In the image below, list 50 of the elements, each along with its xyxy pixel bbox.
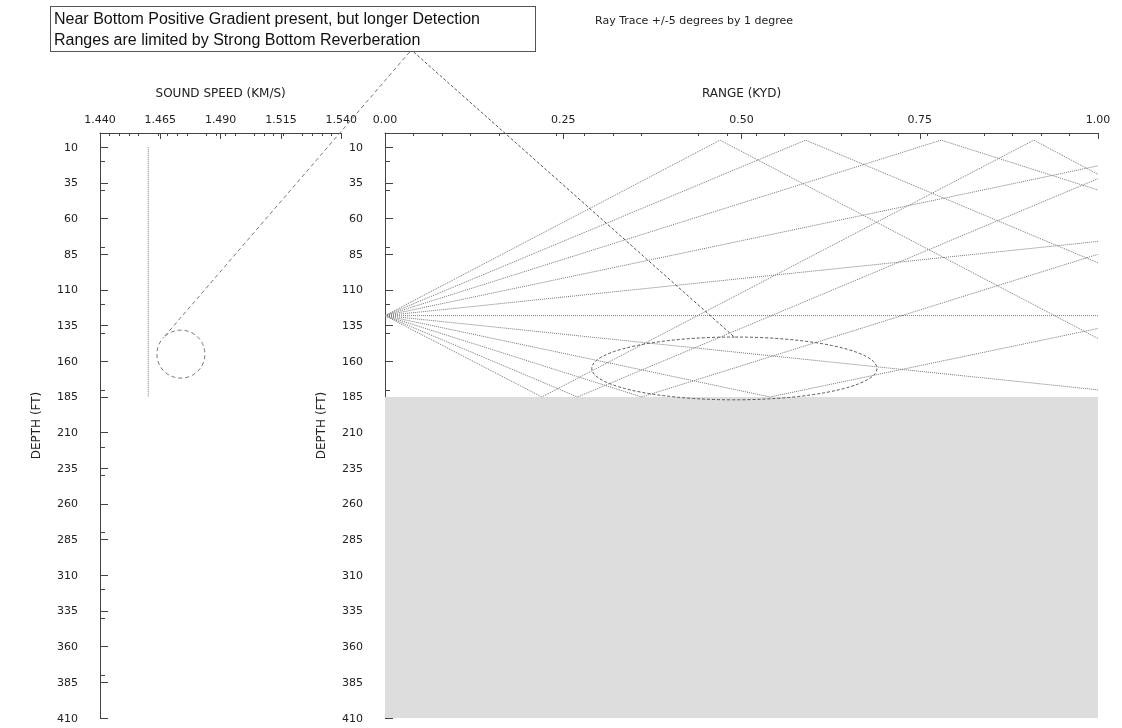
x-axis-title: RANGE (KYD) xyxy=(701,86,782,100)
y-tick-label: 285 xyxy=(342,533,363,547)
x-axis-title: SOUND SPEED (KM/S) xyxy=(155,86,286,100)
y-tick-label: 385 xyxy=(342,675,363,689)
y-tick-label: 185 xyxy=(342,390,363,404)
y-tick-label: 310 xyxy=(342,568,363,582)
y-tick-label: 185 xyxy=(57,390,78,404)
x-tick-label: 1.465 xyxy=(144,113,177,126)
y-tick-label: 35 xyxy=(349,176,363,190)
y-tick-label: 35 xyxy=(64,176,78,190)
chart-title: Ray Trace +/-5 degrees by 1 degree xyxy=(595,14,794,27)
y-tick-label: 210 xyxy=(342,426,363,440)
y-tick-label: 85 xyxy=(349,247,363,261)
x-tick-label: 0.25 xyxy=(551,113,576,126)
x-tick-label: 1.440 xyxy=(84,113,116,126)
y-tick-label: 160 xyxy=(57,354,78,368)
y-tick-label: 285 xyxy=(57,533,78,547)
y-tick-label: 335 xyxy=(57,604,78,618)
y-tick-label: 10 xyxy=(349,140,363,154)
y-tick-label: 260 xyxy=(342,497,363,511)
x-tick-label: 0.75 xyxy=(907,113,932,126)
y-axis-title: DEPTH (FT) xyxy=(314,391,328,460)
text: Near Bottom Positive Gradient present, but longer Detection Ranges are limited by Strong Bottom Reverberation xyxy=(50,6,536,52)
y-tick-label: 410 xyxy=(57,711,78,725)
y-tick-label: 235 xyxy=(342,461,363,475)
y-axis-title: DEPTH (FT) xyxy=(29,391,43,460)
y-tick-label: 110 xyxy=(57,283,78,297)
x-tick-label: 1.490 xyxy=(204,113,237,126)
y-tick-label: 385 xyxy=(57,675,78,689)
y-tick-label: 10 xyxy=(64,140,78,154)
y-tick-label: 110 xyxy=(342,283,363,297)
y-tick-label: 210 xyxy=(57,426,78,440)
y-tick-label: 160 xyxy=(342,354,363,368)
y-tick-label: 335 xyxy=(342,604,363,618)
y-tick-label: 60 xyxy=(64,212,78,226)
y-tick-label: 135 xyxy=(57,319,78,333)
x-tick-label: 0.50 xyxy=(729,113,754,126)
y-tick-label: 360 xyxy=(342,640,363,654)
y-tick-label: 85 xyxy=(64,247,78,261)
y-tick-label: 360 xyxy=(57,640,78,654)
x-tick-label: 0.00 xyxy=(372,113,398,126)
y-tick-label: 235 xyxy=(57,461,78,475)
y-tick-label: 60 xyxy=(349,212,363,226)
x-tick-label: 1.515 xyxy=(265,113,297,126)
x-tick-label: 1.540 xyxy=(325,113,357,126)
y-tick-label: 410 xyxy=(342,711,363,725)
y-tick-label: 260 xyxy=(57,497,78,511)
y-tick-label: 310 xyxy=(57,568,78,582)
x-tick-label: 1.00 xyxy=(1085,113,1111,126)
y-tick-label: 135 xyxy=(342,319,363,333)
